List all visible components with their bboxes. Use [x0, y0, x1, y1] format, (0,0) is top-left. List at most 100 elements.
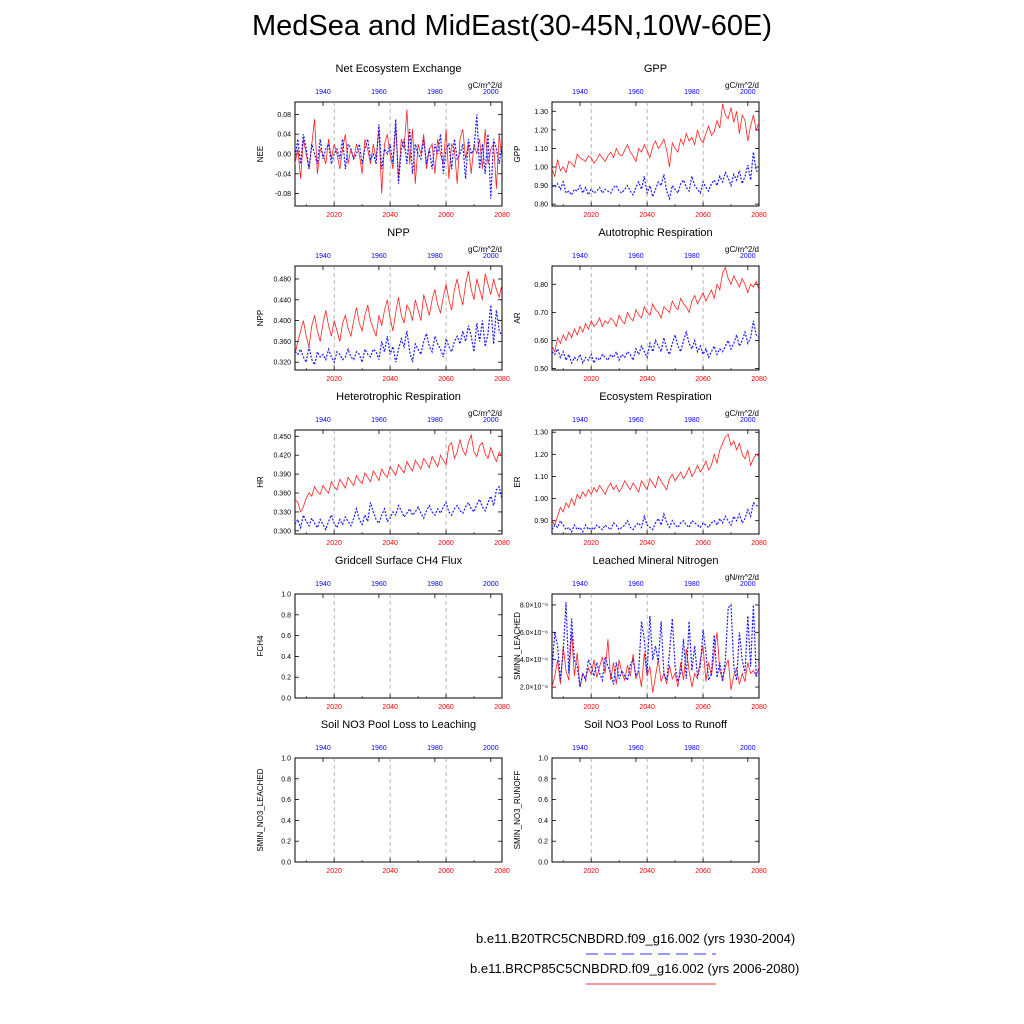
panel-title: NPP [387, 227, 410, 239]
x-tick-label-top: 1960 [371, 745, 387, 752]
plot-frame [551, 593, 760, 699]
units-label: gC/m^2/d [725, 245, 759, 254]
x-tick-label-top: 1980 [684, 89, 700, 96]
x-tick-label-bottom: 2040 [639, 868, 655, 875]
series-line-future [552, 266, 759, 353]
panel-title: Soil NO3 Pool Loss to Runoff [584, 719, 728, 731]
y-tick-label: 0.480 [273, 277, 291, 284]
x-tick-label-bottom: 2060 [438, 868, 454, 875]
units-label: gC/m^2/d [468, 81, 502, 90]
y-tick-label: -0.04 [275, 171, 291, 178]
x-tick-label-bottom: 2060 [695, 376, 711, 383]
y-tick-label: 1.0 [281, 756, 291, 763]
legend-line-historical [586, 953, 716, 955]
y-tick-label: 0.400 [273, 318, 291, 325]
y-tick-label: 0.420 [273, 453, 291, 460]
panel-gpp: GPP gC/m^2/d 2020 2040 2060 2080 1940 1960 1980 2… [513, 63, 767, 219]
x-tick-label-top: 1960 [628, 417, 644, 424]
x-tick-label-top: 1940 [315, 745, 331, 752]
y-tick-label: 0.6 [281, 633, 291, 640]
x-tick-label-top: 1940 [572, 89, 588, 96]
panel-title: Ecosystem Respiration [599, 391, 712, 403]
series-line-historical [295, 485, 502, 532]
x-tick-label-bottom: 2080 [494, 540, 510, 547]
x-tick-label-bottom: 2060 [438, 376, 454, 383]
units-label: gC/m^2/d [468, 245, 502, 254]
x-tick-label-bottom: 2020 [326, 376, 342, 383]
x-tick-label-bottom: 2020 [326, 212, 342, 219]
x-tick-label-top: 1940 [572, 253, 588, 260]
x-tick-label-bottom: 2040 [382, 376, 398, 383]
x-tick-label-bottom: 2060 [695, 704, 711, 711]
y-tick-label: 8.0×10⁻⁶ [520, 602, 548, 609]
y-tick-label: 0.0 [281, 860, 291, 867]
x-tick-label-bottom: 2020 [583, 540, 599, 547]
y-tick-label: 0.2 [281, 675, 291, 682]
x-tick-label-bottom: 2020 [326, 704, 342, 711]
y-tick-label: 0.360 [273, 339, 291, 346]
x-tick-label-bottom: 2040 [639, 376, 655, 383]
plot-frame [294, 429, 503, 535]
series-line-future [552, 632, 759, 693]
panel-fch4: Gridcell Surface CH4 Flux 2020 2040 2060 208… [256, 555, 510, 711]
y-tick-label: 0.300 [273, 528, 291, 535]
x-tick-label-bottom: 2040 [639, 704, 655, 711]
x-tick-label-top: 1940 [572, 417, 588, 424]
panel-title: Heterotrophic Respiration [336, 391, 461, 403]
x-tick-label-bottom: 2060 [695, 540, 711, 547]
panel-nee: Net Ecosystem Exchange gC/m^2/d 2020 2040 20… [256, 63, 510, 219]
x-tick-label-top: 1960 [371, 89, 387, 96]
y-axis-label: GPP [513, 146, 522, 163]
series-line-future [552, 433, 759, 527]
x-tick-label-bottom: 2040 [382, 540, 398, 547]
x-tick-label-bottom: 2020 [583, 868, 599, 875]
units-label: gN/m^2/d [725, 573, 759, 582]
y-tick-label: -0.08 [275, 191, 291, 198]
series-line-historical [295, 304, 502, 367]
x-tick-label-bottom: 2020 [583, 376, 599, 383]
y-axis-label: NEE [256, 146, 265, 162]
series-line-historical [552, 602, 759, 688]
y-axis-label: ER [513, 476, 522, 487]
series-line-future [295, 271, 502, 355]
x-tick-label-top: 1980 [684, 581, 700, 588]
units-label: gC/m^2/d [468, 409, 502, 418]
x-tick-label-top: 1980 [427, 581, 443, 588]
legend-label-historical: b.e11.B20TRC5CNBDRD.f09_g16.002 (yrs 193… [476, 931, 796, 946]
panel-title: Leached Mineral Nitrogen [593, 555, 719, 567]
y-axis-label: FCH4 [256, 635, 265, 656]
y-tick-label: 1.00 [534, 165, 548, 172]
x-tick-label-top: 2000 [740, 417, 756, 424]
y-axis-label: SMIN_NO3_RUNOFF [513, 771, 522, 850]
x-tick-label-top: 2000 [483, 581, 499, 588]
y-tick-label: 0.80 [534, 202, 548, 209]
y-tick-label: 0.2 [538, 839, 548, 846]
y-tick-label: 0.6 [281, 797, 291, 804]
y-tick-label: 1.30 [534, 430, 548, 437]
x-tick-label-top: 1960 [628, 89, 644, 96]
y-tick-label: 1.0 [538, 756, 548, 763]
y-axis-label: SMINN_LEACHED [513, 612, 522, 680]
x-tick-label-bottom: 2060 [695, 212, 711, 219]
y-tick-label: 0.08 [277, 112, 291, 119]
y-tick-label: 0.8 [281, 612, 291, 619]
x-tick-label-bottom: 2060 [695, 868, 711, 875]
y-tick-label: 1.10 [534, 146, 548, 153]
y-tick-label: 1.10 [534, 474, 548, 481]
plot-frame [294, 265, 503, 371]
x-tick-label-top: 1960 [371, 253, 387, 260]
y-tick-label: 0.4 [281, 818, 291, 825]
y-tick-label: 0.4 [281, 654, 291, 661]
y-tick-label: 0.2 [281, 839, 291, 846]
plot-frame [551, 429, 760, 535]
x-tick-label-bottom: 2080 [751, 704, 767, 711]
series-line-historical [552, 320, 759, 365]
y-tick-label: 1.20 [534, 452, 548, 459]
x-tick-label-bottom: 2080 [751, 540, 767, 547]
legend-line-future [586, 983, 716, 985]
x-tick-label-bottom: 2040 [382, 212, 398, 219]
x-tick-label-top: 2000 [483, 253, 499, 260]
panel-smin-no3-runoff: Soil NO3 Pool Loss to Runoff 2020 2040 2060… [513, 719, 767, 875]
y-tick-label: 1.30 [534, 109, 548, 116]
